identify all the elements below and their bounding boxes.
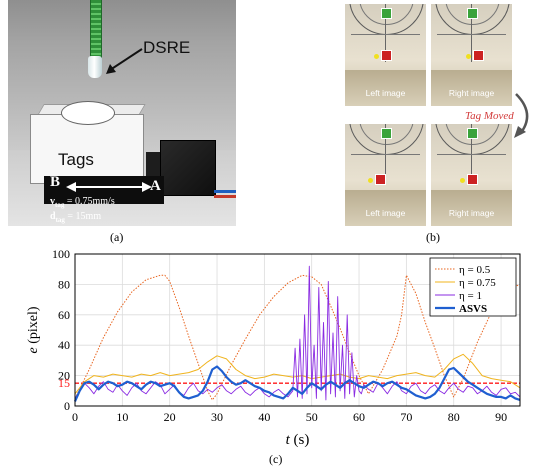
x-tick-label: 10 bbox=[116, 410, 128, 424]
green-tag bbox=[467, 8, 478, 19]
green-tag bbox=[381, 8, 392, 19]
red-tag bbox=[375, 174, 386, 185]
camera-right-after: Right image bbox=[431, 124, 512, 226]
legend-label-2: η = 1 bbox=[459, 290, 482, 302]
series-line-1 bbox=[74, 353, 521, 395]
stepper-motor bbox=[160, 140, 216, 196]
axis-ticks: 0 10 20 30 40 50 60 70 80 90 0 20 40 60 80 100 bbox=[52, 247, 507, 424]
x-tick-label: 90 bbox=[495, 410, 507, 424]
distance-symbol: d bbox=[50, 211, 56, 222]
caption-a: (a) bbox=[110, 230, 124, 244]
legend-label-1: η = 0.75 bbox=[459, 277, 496, 289]
speed-distance-labels: vtag = 0.75mm/s dtag = 15mm bbox=[50, 196, 115, 226]
green-tag bbox=[381, 128, 392, 139]
x-tick-label: 20 bbox=[164, 410, 176, 424]
tags-label: Tags bbox=[58, 150, 94, 169]
right-image-caption-2: Right image bbox=[448, 208, 495, 218]
x-tick-label: 30 bbox=[211, 410, 223, 424]
red-tag bbox=[467, 174, 478, 185]
speed-symbol: v bbox=[50, 196, 55, 207]
y-tick-label: 0 bbox=[64, 399, 70, 413]
caption-c: (c) bbox=[269, 452, 283, 466]
error-chart: 15 0 10 20 30 40 50 60 70 80 90 0 20 40 60 80 100 e (pi… bbox=[26, 247, 521, 448]
protractor-dial bbox=[61, 101, 115, 125]
speed-value: = 0.75mm/s bbox=[64, 196, 115, 207]
tracked-point bbox=[466, 54, 471, 59]
x-tick-label: 40 bbox=[258, 410, 270, 424]
x-tick-label: 80 bbox=[448, 410, 460, 424]
y-tick-label: 60 bbox=[58, 308, 70, 322]
series-line-3 bbox=[73, 365, 521, 402]
y-axis-label: e (pixel) bbox=[26, 306, 41, 353]
caption-b: (b) bbox=[426, 230, 440, 244]
y-tick-label: 40 bbox=[58, 338, 70, 352]
tracked-point bbox=[368, 178, 373, 183]
dsre-pointer-arrow bbox=[106, 48, 143, 74]
camera-right-before: Right image bbox=[431, 4, 512, 106]
distance-subscript: tag bbox=[55, 216, 65, 224]
label-b: B bbox=[50, 174, 61, 190]
x-tick-label: 0 bbox=[72, 410, 78, 424]
speed-subscript: tag bbox=[55, 201, 65, 209]
dsre-label: DSRE bbox=[143, 38, 191, 57]
y-tick-label: 20 bbox=[58, 369, 70, 383]
panel-a-photo: DSRE Tags B A vtag = 0.75mm/s dtag = 15m… bbox=[8, 0, 236, 226]
plot-frame bbox=[74, 253, 521, 407]
left-image-caption: Left image bbox=[365, 88, 406, 98]
legend-box bbox=[429, 257, 517, 317]
blue-wire bbox=[214, 190, 236, 193]
red-tag bbox=[381, 50, 392, 61]
tracked-point bbox=[374, 54, 379, 59]
x-tick-label: 50 bbox=[306, 410, 318, 424]
x-tick-label: 70 bbox=[400, 410, 412, 424]
red-wire bbox=[214, 195, 236, 198]
chart-series bbox=[73, 265, 521, 402]
tracked-point bbox=[460, 178, 465, 183]
red-tag bbox=[473, 50, 484, 61]
double-arrow-icon bbox=[66, 182, 152, 192]
dsre-tip bbox=[88, 56, 102, 78]
x-axis-label: t (s) bbox=[286, 432, 310, 448]
x-tick-label: 60 bbox=[353, 410, 365, 424]
threshold-label: 15 bbox=[58, 376, 70, 390]
y-tick-label: 100 bbox=[52, 247, 70, 261]
legend-label-0: η = 0.5 bbox=[459, 264, 491, 276]
camera-left-after: Left image bbox=[345, 124, 426, 226]
dsre-rod bbox=[90, 0, 102, 58]
camera-left-before: Left image bbox=[345, 4, 426, 106]
y-tick-label: 80 bbox=[58, 277, 70, 291]
legend-label-3: ASVS bbox=[459, 303, 487, 315]
motor-coupler bbox=[146, 152, 162, 178]
distance-value: = 15mm bbox=[64, 211, 102, 222]
right-image-caption: Right image bbox=[448, 88, 495, 98]
series-line-0 bbox=[74, 274, 521, 401]
tag-box bbox=[30, 101, 144, 184]
tag-moved-annotation: Tag Moved bbox=[465, 110, 514, 122]
threshold-line: 15 bbox=[58, 376, 520, 390]
green-tag bbox=[467, 128, 478, 139]
curved-arrow-icon bbox=[514, 93, 529, 138]
label-a: A bbox=[150, 178, 161, 194]
left-image-caption-2: Left image bbox=[365, 208, 406, 218]
